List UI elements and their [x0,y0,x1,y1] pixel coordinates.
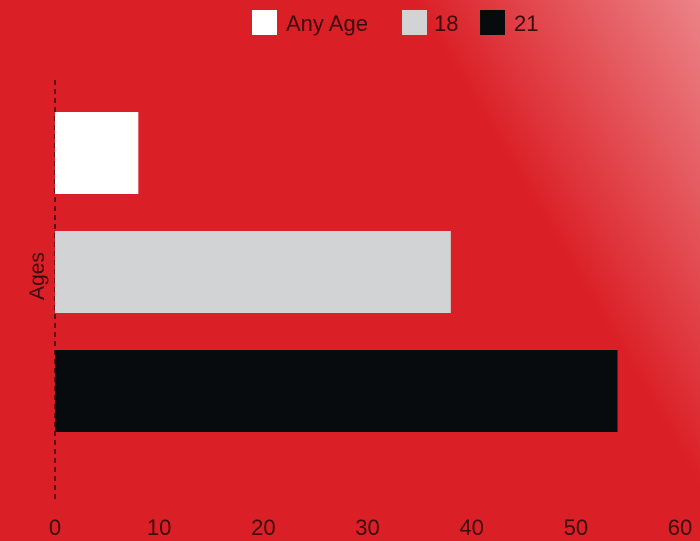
x-tick-label: 0 [49,515,61,540]
x-tick-label: 10 [147,515,171,540]
bar-1 [55,231,451,313]
legend-swatch-1 [402,10,427,35]
legend-label-1: 18 [434,11,458,36]
x-tick-label: 50 [564,515,588,540]
x-tick-label: 40 [459,515,483,540]
legend-swatch-0 [252,10,277,35]
x-axis-ticks: 0 10 20 30 40 50 60 [49,515,692,540]
legend: Any Age 18 21 [252,10,538,36]
x-tick-label: 20 [251,515,275,540]
x-tick-label: 30 [355,515,379,540]
bar-0 [55,112,139,194]
legend-label-0: Any Age [286,11,368,36]
legend-label-2: 21 [514,11,538,36]
y-axis-label: Ages [26,252,49,300]
bar-2 [55,350,618,432]
x-tick-label: 60 [668,515,692,540]
bars [55,112,618,432]
legend-swatch-2 [480,10,505,35]
